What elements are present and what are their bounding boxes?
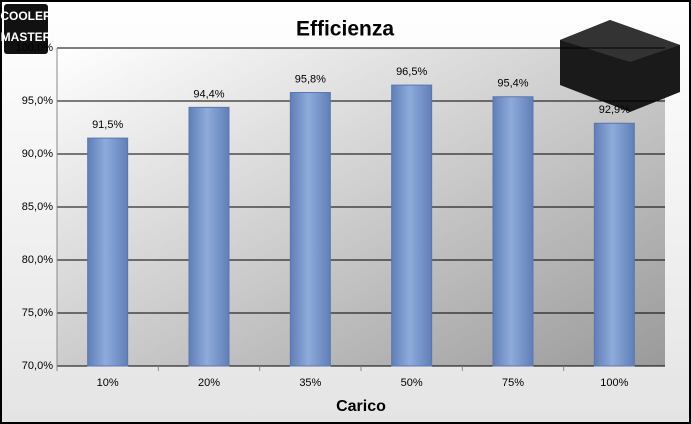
- bar: [593, 122, 635, 367]
- product-image: [560, 20, 680, 112]
- bar: [188, 106, 230, 367]
- y-tick-label: 95,0%: [22, 95, 53, 107]
- y-tick-label: 80,0%: [22, 254, 53, 266]
- logo-box: [4, 4, 48, 54]
- x-tick-label: 100%: [600, 377, 628, 389]
- value-label: 96,5%: [396, 66, 427, 78]
- bar: [87, 137, 129, 367]
- bar: [289, 92, 331, 367]
- y-tick-label: 70,0%: [22, 360, 53, 372]
- x-axis-label: Carico: [336, 398, 386, 415]
- bar: [492, 96, 534, 367]
- y-tick-label: 100,0%: [16, 42, 54, 54]
- bar: [391, 84, 433, 367]
- logo-text: MASTER: [1, 30, 52, 44]
- x-tick-label: 35%: [299, 377, 321, 389]
- value-label: 95,8%: [295, 73, 326, 85]
- value-label: 94,4%: [193, 88, 224, 100]
- x-tick-label: 75%: [502, 377, 524, 389]
- value-label: 91,5%: [92, 119, 123, 131]
- x-tick-label: 10%: [97, 377, 119, 389]
- y-tick-label: 90,0%: [22, 148, 53, 160]
- x-tick-label: 50%: [401, 377, 423, 389]
- value-label: 95,4%: [497, 78, 528, 90]
- y-tick-label: 75,0%: [22, 307, 53, 319]
- logo-text: COOLER: [0, 9, 52, 23]
- y-tick-label: 85,0%: [22, 201, 53, 213]
- chart-title: Efficienza: [296, 18, 394, 41]
- value-label: 92,9%: [599, 104, 630, 116]
- x-tick-label: 20%: [198, 377, 220, 389]
